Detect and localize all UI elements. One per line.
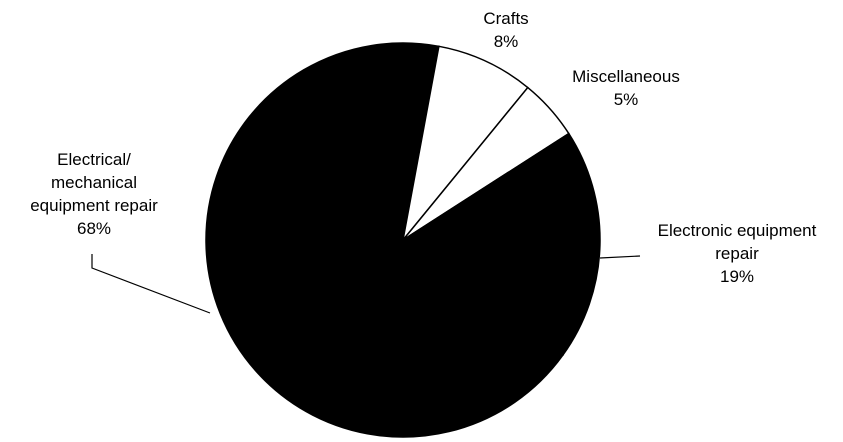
- pie-slice-1: [402, 45, 529, 241]
- leader-line-3: [599, 255, 641, 259]
- leader-line-0: [91, 254, 211, 314]
- slice-label-line-2: Miscellaneous: [572, 67, 680, 86]
- slice-label-line-0: Electrical/: [57, 150, 131, 169]
- pie-slice-0: [205, 42, 565, 438]
- slice-labels: Electrical/mechanical equipment repair 68%…: [30, 9, 816, 286]
- slice-label-line-0: mechanical: [51, 173, 137, 192]
- slice-label-0: Electrical/mechanical equipment repair 68%: [30, 150, 158, 238]
- pie-slices: [205, 42, 601, 438]
- slice-value-1: 8%: [494, 32, 519, 51]
- slice-label-line-0: equipment repair: [30, 196, 158, 215]
- slice-value-0: 68%: [77, 219, 111, 238]
- slice-value-3: 19%: [720, 267, 754, 286]
- slice-label-3: Electronic equipment repair 19%: [658, 221, 817, 286]
- slice-value-2: 5%: [614, 90, 639, 109]
- slice-label-line-3: Electronic equipment: [658, 221, 817, 240]
- slice-label-line-3: repair: [715, 244, 759, 263]
- leader-lines: [91, 254, 641, 314]
- slice-label-1: Crafts 8%: [483, 9, 528, 51]
- slice-label-line-1: Crafts: [483, 9, 528, 28]
- pie-slice-3: [401, 132, 601, 357]
- slice-label-2: Miscellaneous 5%: [572, 67, 680, 109]
